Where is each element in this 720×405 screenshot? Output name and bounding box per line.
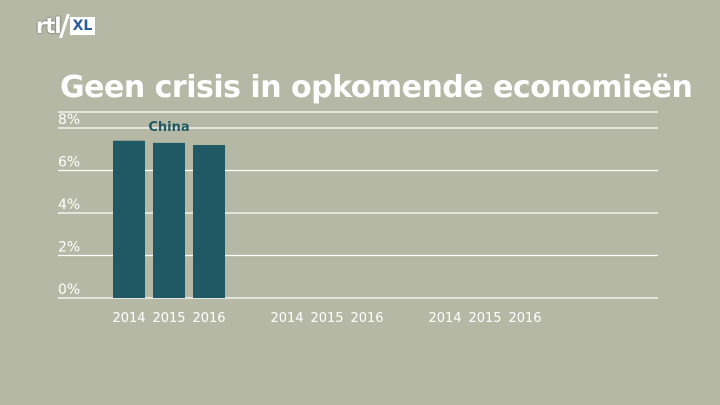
logo-brand: rtl [36, 14, 62, 38]
x-tick-label: 2014 [112, 311, 145, 326]
y-tick-label: 8% [58, 112, 80, 128]
x-tick-label: 2015 [468, 311, 501, 326]
x-tick-label: 2016 [192, 311, 225, 326]
group-label: China [148, 120, 189, 135]
x-tick-label: 2016 [350, 311, 383, 326]
bar [113, 140, 145, 298]
y-tick-label: 6% [58, 155, 80, 171]
x-tick-label: 2016 [508, 311, 541, 326]
bar [193, 145, 225, 298]
y-tick-label: 0% [58, 282, 80, 298]
rtl-xl-logo: rtl XL [36, 14, 96, 38]
y-tick-label: 4% [58, 197, 80, 213]
x-tick-label: 2015 [310, 311, 343, 326]
x-tick-label: 2015 [152, 311, 185, 326]
bar [153, 142, 185, 298]
y-tick-label: 2% [58, 240, 80, 256]
x-tick-label: 2014 [270, 311, 303, 326]
chart-title: Geen crisis in opkomende economieën [60, 70, 693, 105]
x-tick-label: 2014 [428, 311, 461, 326]
logo-suffix: XL [69, 17, 96, 35]
